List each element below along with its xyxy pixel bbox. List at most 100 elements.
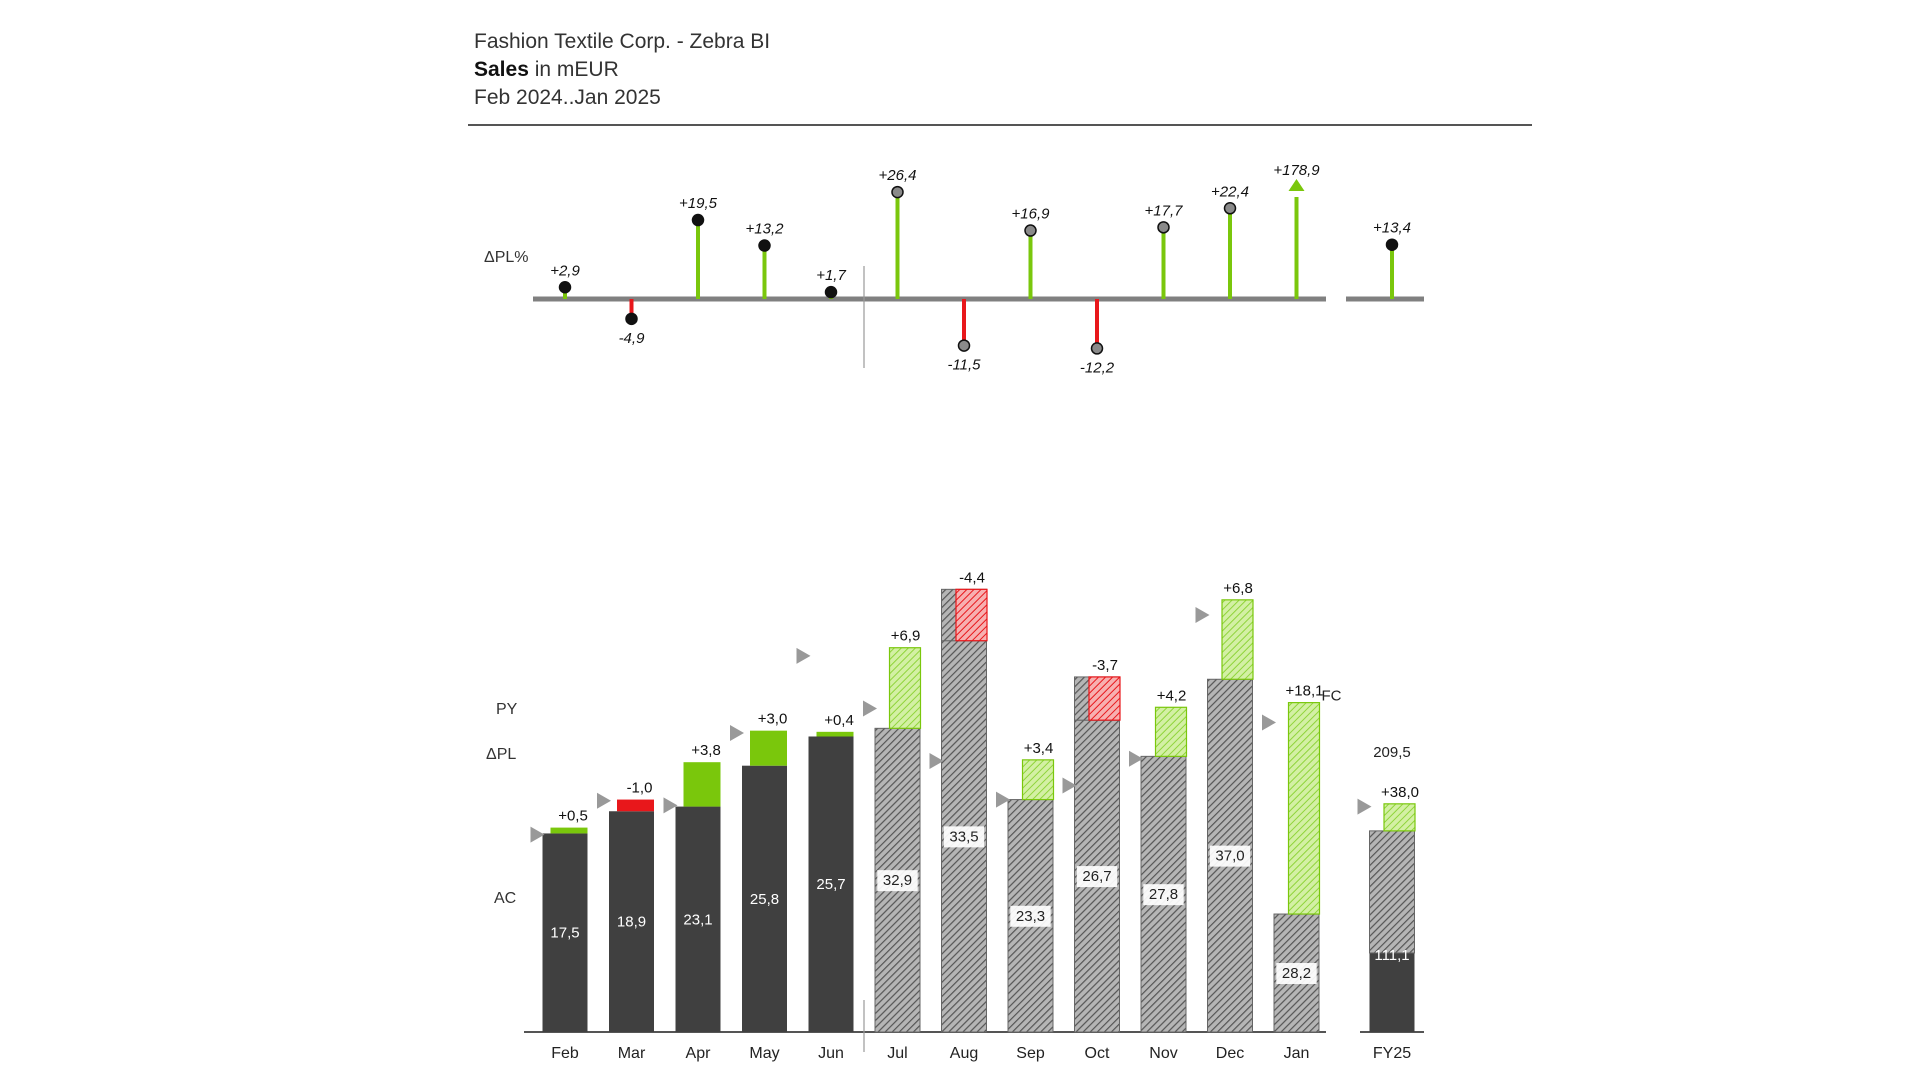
company-title: Fashion Textile Corp. - Zebra BI	[474, 30, 771, 53]
value-label: 23,3	[1016, 908, 1045, 925]
lollipop-aug: -11,5	[947, 299, 981, 374]
category-label: Aug	[950, 1045, 978, 1062]
lollipop-dot	[758, 239, 771, 252]
previous-year-marker	[996, 791, 1010, 808]
variance-segment	[1021, 759, 1055, 801]
value-label-background	[1010, 905, 1051, 927]
measure-unit: in mEUR	[528, 58, 619, 81]
lollipop-jun: +1,7	[816, 267, 846, 299]
previous-year-marker	[1357, 798, 1372, 815]
variance-segment	[550, 827, 588, 834]
period-title: Feb 2024..Jan 2025	[474, 86, 661, 109]
lollipop-may: +13,2	[746, 221, 785, 299]
lollipop-fy25: +13,4	[1373, 220, 1411, 299]
previous-year-marker	[730, 724, 744, 741]
value-label: 18,9	[617, 914, 646, 931]
lollipop-dec: +22,4	[1211, 183, 1249, 299]
lollipop-dot	[1090, 342, 1104, 355]
previous-year-marker	[1129, 750, 1143, 767]
measure-name: Sales	[474, 58, 529, 81]
lollipop-jul: +26,4	[879, 167, 917, 299]
variance-segment	[750, 730, 787, 766]
bar-group-jul: +6,9 32,9 Jul	[863, 628, 922, 1062]
variance-label: +0,4	[824, 712, 854, 729]
bar-group-oct: -3,7 26,7 Oct	[1062, 657, 1121, 1062]
value-bar	[742, 765, 787, 1032]
lollipop-dot	[691, 213, 705, 227]
lollipop-value-label: +13,4	[1373, 220, 1411, 237]
value-label: 27,8	[1149, 886, 1178, 903]
lollipop-jan: +178,9	[1273, 162, 1320, 299]
bar-group-feb: +0,5 17,5 Feb	[530, 808, 588, 1062]
category-label: FY25	[1373, 1045, 1411, 1062]
category-label: Dec	[1216, 1045, 1244, 1062]
previous-year-marker	[796, 647, 811, 664]
lollipop-value-label: +19,5	[679, 195, 718, 212]
value-label: 33,5	[949, 828, 978, 845]
total-variance-label: +38,0	[1381, 784, 1419, 801]
lollipop-mar: -4,9	[619, 299, 646, 347]
outlier-arrow-icon	[1288, 179, 1305, 191]
variance-label: +3,8	[691, 742, 721, 759]
value-label-background	[1209, 845, 1251, 867]
row-label-dpl: ΔPL	[486, 746, 516, 763]
lollipop-nov: +17,7	[1145, 202, 1184, 299]
lollipop-dot	[1385, 238, 1399, 251]
variance-label: -1,0	[627, 780, 653, 797]
value-label: 28,2	[1282, 965, 1311, 982]
variance-label: +3,4	[1024, 740, 1054, 757]
variance-label: -4,4	[959, 569, 985, 586]
lollipop-value-label: +13,2	[746, 221, 785, 238]
value-label: 26,7	[1082, 868, 1111, 885]
lollipop-value-label: +178,9	[1273, 162, 1320, 179]
previous-year-marker	[1262, 714, 1276, 731]
previous-year-marker	[863, 700, 877, 717]
category-label: Jul	[887, 1045, 907, 1062]
lollipop-dot	[824, 285, 838, 299]
category-label: Oct	[1085, 1045, 1110, 1062]
previous-year-marker	[663, 797, 678, 814]
variance-label: +6,8	[1223, 580, 1253, 597]
lollipop-value-label: +16,9	[1012, 206, 1051, 223]
variance-label: +4,2	[1157, 687, 1187, 704]
value-label-background	[1076, 866, 1118, 888]
row-label-ac: AC	[494, 890, 516, 907]
bar-group-apr: +3,8 23,1 Apr	[663, 742, 721, 1062]
bar-group-total: +38,0 209,5 111,1 FY25	[1357, 742, 1419, 1062]
variance-segment	[617, 799, 654, 812]
lollipop-dot	[891, 185, 904, 199]
lollipop-value-label: -11,5	[947, 357, 981, 374]
variance-segment	[1154, 706, 1188, 757]
lollipop-apr: +19,5	[679, 195, 718, 299]
variance-segment	[816, 731, 854, 737]
value-bar	[675, 806, 721, 1032]
value-bar	[808, 736, 854, 1032]
variance-label: +0,5	[558, 808, 588, 825]
value-label: 25,8	[750, 891, 779, 908]
category-label: Sep	[1016, 1045, 1045, 1062]
category-label: May	[749, 1045, 779, 1062]
lollipop-value-label: +26,4	[879, 167, 917, 184]
value-label: 25,7	[816, 876, 845, 893]
variance-segment	[1221, 599, 1254, 680]
lollipop-value-label: -12,2	[1080, 359, 1115, 376]
previous-year-marker	[530, 826, 545, 843]
forecast-marker-label: FC	[1322, 688, 1342, 705]
bar-group-dec: +6,8 37,0 Dec	[1195, 580, 1254, 1062]
value-label-background	[1276, 963, 1317, 985]
value-label: 32,9	[883, 872, 912, 889]
variance-segment	[683, 762, 721, 807]
previous-year-marker	[1062, 777, 1077, 794]
lollipop-dot	[1157, 221, 1170, 234]
bar-group-jun: +0,4 25,7 Jun	[796, 647, 854, 1062]
bar-group-aug: -4,4 33,5 Aug	[929, 569, 988, 1062]
lollipop-value-label: +17,7	[1145, 202, 1184, 219]
lollipop-value-label: -4,9	[619, 330, 646, 347]
lollipop-dot	[1024, 224, 1037, 237]
previous-year-marker	[1195, 607, 1210, 624]
lollipop-oct: -12,2	[1080, 299, 1115, 376]
total-actual-label: 111,1	[1374, 947, 1409, 964]
total-variance-segment	[1383, 803, 1416, 832]
lollipop-value-label: +22,4	[1211, 183, 1249, 200]
row-label-py: PY	[496, 701, 518, 718]
